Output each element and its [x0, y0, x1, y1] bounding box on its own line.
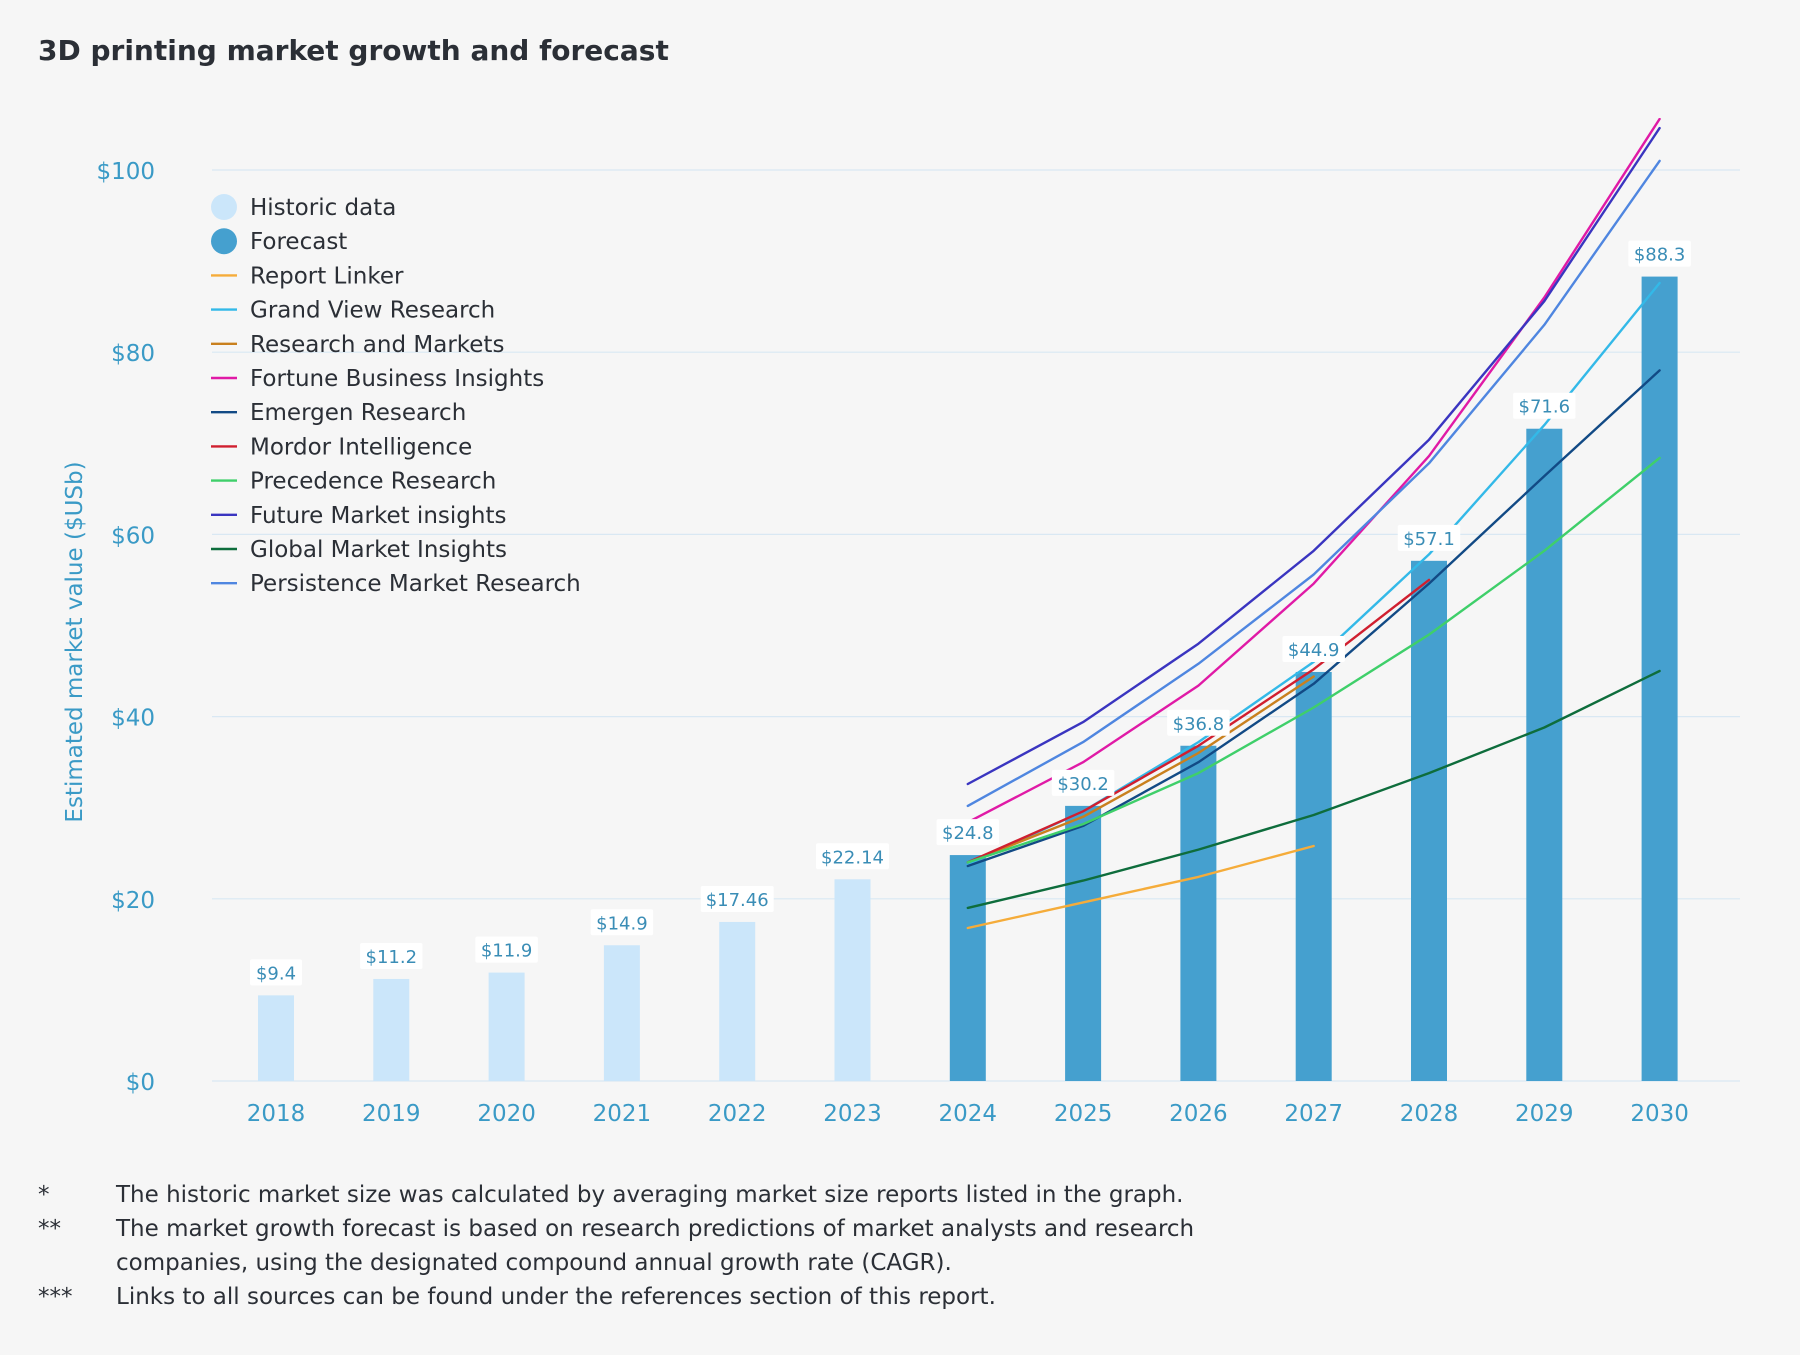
footnote-mark: ** — [38, 1216, 61, 1242]
data-label-bg — [936, 819, 1000, 846]
data-label-bg — [1513, 392, 1576, 419]
data-label: $71.6 — [1519, 397, 1571, 418]
legend-label: Grand View Research — [250, 298, 495, 324]
footnote-text: The market growth forecast is based on r… — [116, 1216, 1195, 1276]
footnote-mark: *** — [38, 1284, 73, 1310]
legend-label: Historic data — [250, 195, 396, 221]
bar — [834, 879, 871, 1081]
data-label: $24.8 — [942, 823, 994, 844]
data-label-bg — [1628, 240, 1691, 267]
legend-label: Emergen Research — [250, 400, 466, 426]
label-layer: $9.4 $11.2 $11.9 $14.9 $17.46 $22.14 $24.8 $30.… — [250, 240, 1691, 986]
x-tick-label: 2019 — [362, 1101, 421, 1127]
legend-swatch — [211, 194, 237, 220]
legend-label: Mordor Intelligence — [250, 434, 472, 460]
bar — [1641, 276, 1678, 1081]
data-label: $57.1 — [1403, 529, 1455, 550]
data-label: $11.9 — [481, 941, 533, 962]
data-label-bg — [1167, 709, 1230, 736]
series-line — [966, 675, 1315, 864]
bar — [373, 978, 410, 1081]
data-label-bg — [1051, 769, 1115, 796]
legend-label: Report Linker — [250, 263, 404, 289]
data-label-bg — [1397, 524, 1461, 551]
x-tick-label: 2024 — [939, 1101, 998, 1127]
y-tick-label: $60 — [111, 523, 155, 549]
data-label: $22.14 — [821, 847, 884, 868]
legend-label: Future Market insights — [250, 503, 506, 529]
legend: Historic data Forecast Report Linker Grand … — [211, 194, 581, 597]
y-axis-label: Estimated market value ($USb) — [62, 461, 88, 822]
bar — [258, 995, 294, 1081]
data-label-bg — [250, 959, 302, 986]
bar — [1411, 560, 1447, 1081]
legend-label: Persistence Market Research — [250, 571, 581, 597]
bar — [1180, 745, 1217, 1081]
legend-swatch — [211, 228, 237, 255]
legend-label: Research and Markets — [250, 332, 504, 358]
x-tick-label: 2028 — [1400, 1101, 1459, 1127]
bar — [603, 945, 640, 1081]
x-tick-label: 2018 — [247, 1101, 306, 1127]
bar — [488, 972, 525, 1081]
data-label-bg — [360, 942, 423, 969]
data-label: $36.8 — [1173, 714, 1225, 735]
x-tick-label: 2030 — [1630, 1101, 1689, 1127]
data-label-bg — [700, 885, 774, 912]
legend-label: Global Market Insights — [250, 537, 507, 563]
series-line — [966, 126, 1661, 786]
footnote-mark: * — [38, 1182, 50, 1208]
x-tick-label: 2025 — [1054, 1101, 1113, 1127]
x-tick-label: 2027 — [1284, 1101, 1343, 1127]
y-tick-label: $0 — [126, 1070, 155, 1096]
bar — [1065, 805, 1102, 1081]
legend-label: Precedence Research — [250, 469, 496, 495]
x-tick-label: 2023 — [823, 1101, 882, 1127]
x-tick-label: 2022 — [708, 1101, 767, 1127]
bar — [1526, 428, 1563, 1081]
footnote: * The historic market size was calculate… — [38, 1178, 1298, 1212]
footnote-text: The historic market size was calculated … — [116, 1182, 1184, 1208]
x-tick-label: 2020 — [477, 1101, 536, 1127]
footnote: *** Links to all sources can be found un… — [38, 1280, 1298, 1314]
y-tick-label: $40 — [111, 706, 155, 732]
series-line — [966, 118, 1661, 824]
legend-label: Fortune Business Insights — [250, 366, 544, 392]
legend-label: Forecast — [250, 229, 347, 255]
footnote-text: Links to all sources can be found under … — [116, 1284, 996, 1310]
chart-title: 3D printing market growth and forecast — [38, 34, 669, 67]
data-label: $30.2 — [1057, 774, 1109, 795]
y-tick-label: $100 — [96, 159, 155, 185]
x-tick-label: 2021 — [593, 1101, 652, 1127]
y-tick-label: $20 — [111, 888, 155, 914]
x-tick-label: 2029 — [1515, 1101, 1574, 1127]
data-label-bg — [475, 936, 538, 963]
bar — [949, 855, 986, 1081]
data-label-bg — [1282, 635, 1345, 662]
data-label: $44.9 — [1288, 640, 1340, 661]
series-line — [966, 669, 1661, 910]
series-line — [966, 844, 1315, 930]
data-label: $17.46 — [706, 890, 769, 911]
data-label: $9.4 — [256, 963, 296, 984]
y-tick-label: $80 — [111, 341, 155, 367]
data-label: $11.2 — [366, 947, 418, 968]
x-tick-label: 2026 — [1169, 1101, 1228, 1127]
series-line — [966, 578, 1431, 864]
footnote: ** The market growth forecast is based o… — [38, 1212, 1298, 1280]
axis-layer: $0 $20 $40 $60 $80 $100 Estimated market value… — [62, 159, 1689, 1127]
bar — [719, 921, 756, 1081]
series-line — [966, 369, 1661, 868]
data-label: $88.3 — [1634, 245, 1686, 266]
bar — [1295, 671, 1332, 1081]
series-line — [966, 456, 1661, 864]
footnotes: * The historic market size was calculate… — [38, 1178, 1298, 1314]
data-label-bg — [816, 843, 889, 870]
series-line — [966, 159, 1661, 808]
bar-layer — [258, 276, 1678, 1081]
data-label-bg — [590, 909, 654, 936]
data-label: $14.9 — [596, 913, 648, 934]
